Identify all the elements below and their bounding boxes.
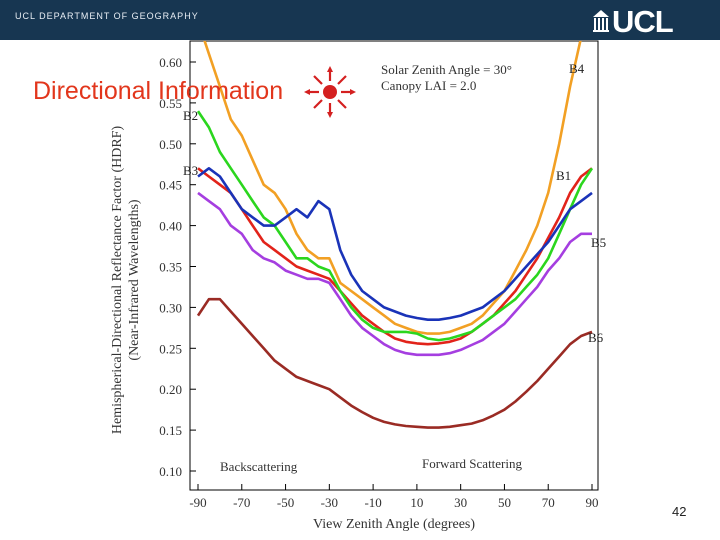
y-axis-label: Hemispherical-Directional Reflectance Fa… [110,126,125,435]
y-tick-label: 0.45 [159,178,182,193]
y-tick-label: 0.15 [159,423,182,438]
header-bar: UCL DEPARTMENT OF GEOGRAPHY UCL [0,0,720,40]
logo-text: UCL [612,4,674,39]
y-tick-label: 0.25 [159,341,182,356]
y-tick-label: 0.55 [159,96,182,111]
series-label-b2: B2 [183,108,198,123]
series-line-b6 [196,297,593,429]
x-tick-label: 50 [498,495,511,510]
x-tick-label: 30 [454,495,467,510]
y-tick-label: 0.60 [159,55,182,70]
x-tick-label: -30 [321,495,338,510]
y-tick-label: 0.50 [159,137,182,152]
backscattering-annotation: Backscattering [220,459,298,474]
axis-ticks: 0.10 0.15 0.20 0.25 0.30 0.35 0.40 0.45 0.50 0.55… [159,55,598,510]
y-tick-label: 0.10 [159,464,182,479]
series-line-b5 [197,191,592,357]
x-tick-label: -90 [189,495,206,510]
y-tick-label: 0.20 [159,382,182,397]
x-tick-label: -10 [364,495,381,510]
series-line-b4 [203,41,582,335]
series-label-b6: B6 [588,330,604,345]
y-tick-label: 0.40 [159,219,182,234]
x-tick-label: 90 [586,495,599,510]
series-labels: B4 B1 B2 B3 B5 B6 [183,61,606,345]
slide-number: 42 [672,504,687,519]
series-group [196,41,594,429]
series-line-b1 [197,167,593,346]
lai-annotation: Canopy LAI = 2.0 [381,78,476,93]
series-line-b2 [196,110,594,342]
forward-scattering-annotation: Forward Scattering [422,456,523,471]
x-tick-label: 70 [542,495,555,510]
y-tick-label: 0.35 [159,260,182,275]
x-tick-label: -70 [233,495,250,510]
x-axis-label: View Zenith Angle (degrees) [313,517,475,532]
x-tick-label: -50 [277,495,294,510]
series-label-b3: B3 [183,163,198,178]
series-label-b4: B4 [569,61,585,76]
y-tick-label: 0.30 [159,300,182,315]
sun-icon [304,66,356,118]
solar-angle-annotation: Solar Zenith Angle = 30° [381,62,512,77]
series-label-b1: B1 [556,168,571,183]
portico-icon [593,10,609,32]
department-name: UCL DEPARTMENT OF GEOGRAPHY [15,11,199,21]
plot-frame [189,40,599,491]
series-label-b5: B5 [591,235,606,250]
ucl-logo: UCL [592,4,704,39]
x-tick-label: 10 [410,495,423,510]
y-axis-label-secondary: (Near-Infrared Wavelengths) [127,199,142,361]
slide-title: Directional Information [33,77,284,105]
series-line-b3 [197,167,593,322]
